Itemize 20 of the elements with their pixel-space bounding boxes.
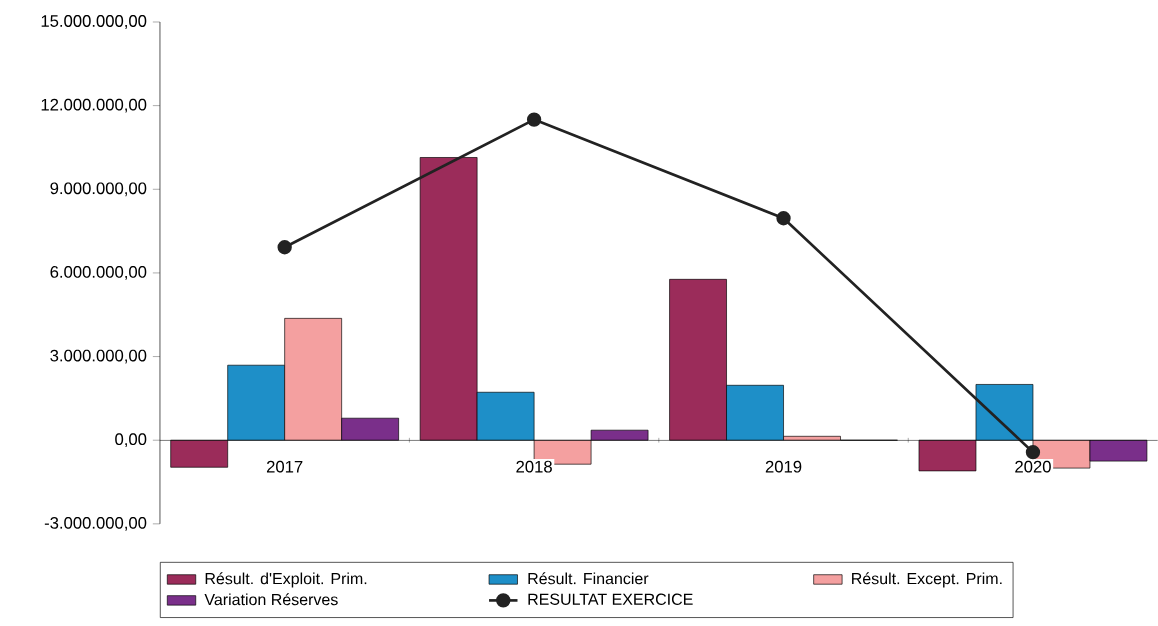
point [1025,445,1041,460]
y-tick-label: 12.000.000,00 [41,98,147,113]
point [776,211,791,226]
y-tick-label: -3.000.000,00 [44,517,147,531]
legend-label: Résult. d'Exploit. Prim. [205,572,367,588]
legend-label: Résult. Except. Prim. [852,572,1002,588]
y-tick-label: 3.000.000,00 [50,349,147,364]
legend-label: Variation Réserves [204,593,338,606]
y-tick-label: 0,00 [115,433,147,448]
legend-label: Résult. Financier [528,572,649,585]
point [526,112,542,127]
y-tick-label: 15.000.000,00 [41,15,147,29]
x-tick-label: 2018 [516,460,552,473]
x-tick-label: 2020 [1015,460,1051,473]
y-tick-label: 6.000.000,00 [50,266,147,280]
point [277,240,292,255]
legend-label: RESULTAT EXERCICE [528,593,693,605]
x-tick-label: 2017 [266,460,303,473]
x-tick-label: 2019 [765,460,802,473]
y-tick-label: 9.000.000,00 [50,182,147,197]
